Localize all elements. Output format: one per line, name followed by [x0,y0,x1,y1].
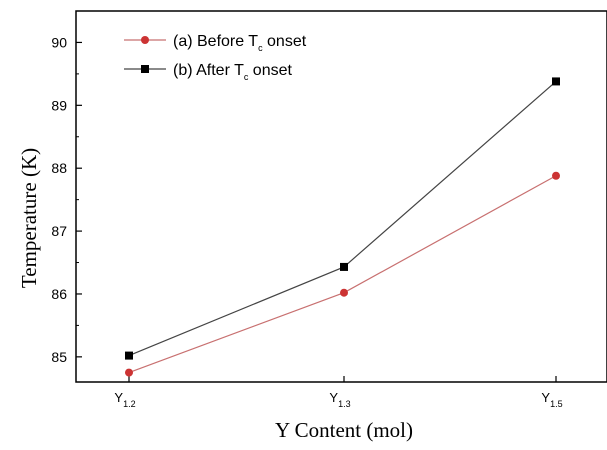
x-tick-label-subscript: 1.2 [123,399,136,409]
y-axis-title: Temperature (K) [17,148,41,288]
legend-label-subscript: c [258,43,263,53]
x-tick-label: Y1.3 [329,390,350,409]
legend-label-prefix: (a) Before T [173,33,258,50]
y-axis-ticks: 85 86 87 88 89 90 [51,34,82,365]
y-tick-label: 85 [51,349,67,365]
x-axis-title: Y Content (mol) [275,418,413,442]
legend-label-suffix: onset [263,33,307,50]
series-layer [125,77,560,377]
series-line [128,175,557,374]
series-line [128,80,557,357]
data-point-square [552,77,560,86]
x-tick-label-base: Y [541,390,550,405]
x-axis-ticks: Y1.2 Y1.3 Y1.5 [114,376,563,409]
series-after-tc-onset [125,77,560,360]
data-point-circle [125,368,133,377]
y-tick-label: 90 [51,34,67,50]
legend-label: (a) Before Tc onset [173,33,307,53]
legend-marker-circle [141,36,149,44]
legend-label-suffix: onset [248,62,292,79]
data-point-square [340,262,348,271]
legend: (a) Before Tc onset(b) After Tc onset [124,33,307,82]
legend-item: (b) After Tc onset [124,62,292,82]
legend-item: (a) Before Tc onset [124,33,307,53]
legend-label: (b) After Tc onset [173,62,292,82]
x-tick-label-subscript: 1.3 [338,399,351,409]
legend-marker-square [141,65,149,73]
legend-label-subscript: c [244,72,249,82]
x-tick-label: Y1.5 [541,390,562,409]
data-point-circle [552,171,560,180]
plot-frame [75,10,607,383]
x-tick-label-subscript: 1.5 [550,399,563,409]
y-tick-label: 87 [51,223,67,239]
y-tick-label: 89 [51,97,67,113]
legend-label-prefix: (b) After T [173,62,244,79]
x-tick-label: Y1.2 [114,390,135,409]
data-point-circle [340,288,348,297]
series-before-tc-onset [125,171,560,377]
x-tick-label-base: Y [114,390,123,405]
y-tick-label: 88 [51,160,67,176]
y-tick-label: 86 [51,286,67,302]
data-point-square [125,351,133,360]
x-tick-label-base: Y [329,390,338,405]
